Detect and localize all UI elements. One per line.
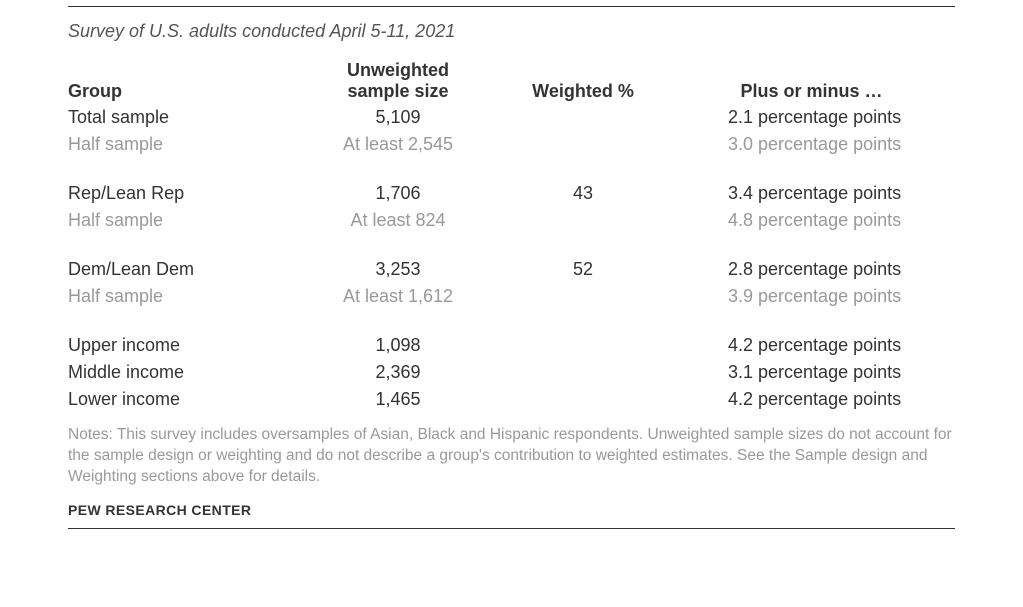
cell-plus-minus: 4.8 percentage points (668, 207, 955, 234)
cell-size: 1,465 (298, 386, 498, 413)
cell-plus-minus: 3.0 percentage points (668, 131, 955, 158)
cell-weighted (498, 131, 668, 158)
table-row (68, 158, 955, 180)
cell-group: Middle income (68, 359, 298, 386)
cell-weighted: 43 (498, 180, 668, 207)
table-row: Half sampleAt least 2,545 3.0 percentage … (68, 131, 955, 158)
table-body: Total sample5,1092.1 percentage pointsHa… (68, 104, 955, 413)
survey-subtitle: Survey of U.S. adults conducted April 5-… (68, 21, 955, 42)
cell-group: Lower income (68, 386, 298, 413)
survey-table: Group Unweighted sample size Weighted % … (68, 60, 955, 413)
table-row: Rep/Lean Rep1,706433.4 percentage points (68, 180, 955, 207)
cell-plus-minus: 2.8 percentage points (668, 256, 955, 283)
cell-size: 3,253 (298, 256, 498, 283)
cell-group: Rep/Lean Rep (68, 180, 298, 207)
cell-group: Half sample (68, 207, 298, 234)
table-row: Total sample5,109 2.1 percentage points (68, 104, 955, 131)
cell-size: At least 1,612 (298, 283, 498, 310)
cell-size: 5,109 (298, 104, 498, 131)
cell-group: Dem/Lean Dem (68, 256, 298, 283)
cell-plus-minus: 3.4 percentage points (668, 180, 955, 207)
header-size: Unweighted sample size (298, 60, 498, 104)
cell-size: 2,369 (298, 359, 498, 386)
table-row: Half sampleAt least 824 4.8 percentage po… (68, 207, 955, 234)
header-size-line2: sample size (347, 81, 448, 101)
notes-text: Notes: This survey includes oversamples … (68, 425, 955, 488)
table-row: Lower income1,465 4.2 percentage points (68, 386, 955, 413)
gap-cell (68, 158, 955, 180)
table-row: Half sampleAt least 1,612 3.9 percentage … (68, 283, 955, 310)
cell-group: Half sample (68, 131, 298, 158)
cell-size: At least 2,545 (298, 131, 498, 158)
gap-cell (68, 310, 955, 332)
cell-weighted: 52 (498, 256, 668, 283)
header-weighted: Weighted % (498, 60, 668, 104)
cell-weighted (498, 332, 668, 359)
cell-size: 1,098 (298, 332, 498, 359)
cell-plus-minus: 4.2 percentage points (668, 332, 955, 359)
cell-weighted (498, 104, 668, 131)
table-row: Dem/Lean Dem3,253522.8 percentage points (68, 256, 955, 283)
header-size-line1: Unweighted (347, 60, 449, 80)
table-row (68, 234, 955, 256)
source-attribution: PEW RESEARCH CENTER (68, 502, 955, 518)
cell-group: Total sample (68, 104, 298, 131)
header-plus-minus: Plus or minus … (668, 60, 955, 104)
cell-plus-minus: 4.2 percentage points (668, 386, 955, 413)
table-row: Middle income2,369 3.1 percentage points (68, 359, 955, 386)
top-rule (68, 6, 955, 7)
cell-weighted (498, 207, 668, 234)
cell-weighted (498, 386, 668, 413)
cell-group: Half sample (68, 283, 298, 310)
cell-size: 1,706 (298, 180, 498, 207)
table-row: Upper income1,098 4.2 percentage points (68, 332, 955, 359)
bottom-rule (68, 528, 955, 529)
cell-group: Upper income (68, 332, 298, 359)
cell-weighted (498, 283, 668, 310)
gap-cell (68, 234, 955, 256)
cell-plus-minus: 3.9 percentage points (668, 283, 955, 310)
header-row: Group Unweighted sample size Weighted % … (68, 60, 955, 104)
cell-size: At least 824 (298, 207, 498, 234)
cell-plus-minus: 3.1 percentage points (668, 359, 955, 386)
cell-plus-minus: 2.1 percentage points (668, 104, 955, 131)
header-group: Group (68, 60, 298, 104)
cell-weighted (498, 359, 668, 386)
table-row (68, 310, 955, 332)
